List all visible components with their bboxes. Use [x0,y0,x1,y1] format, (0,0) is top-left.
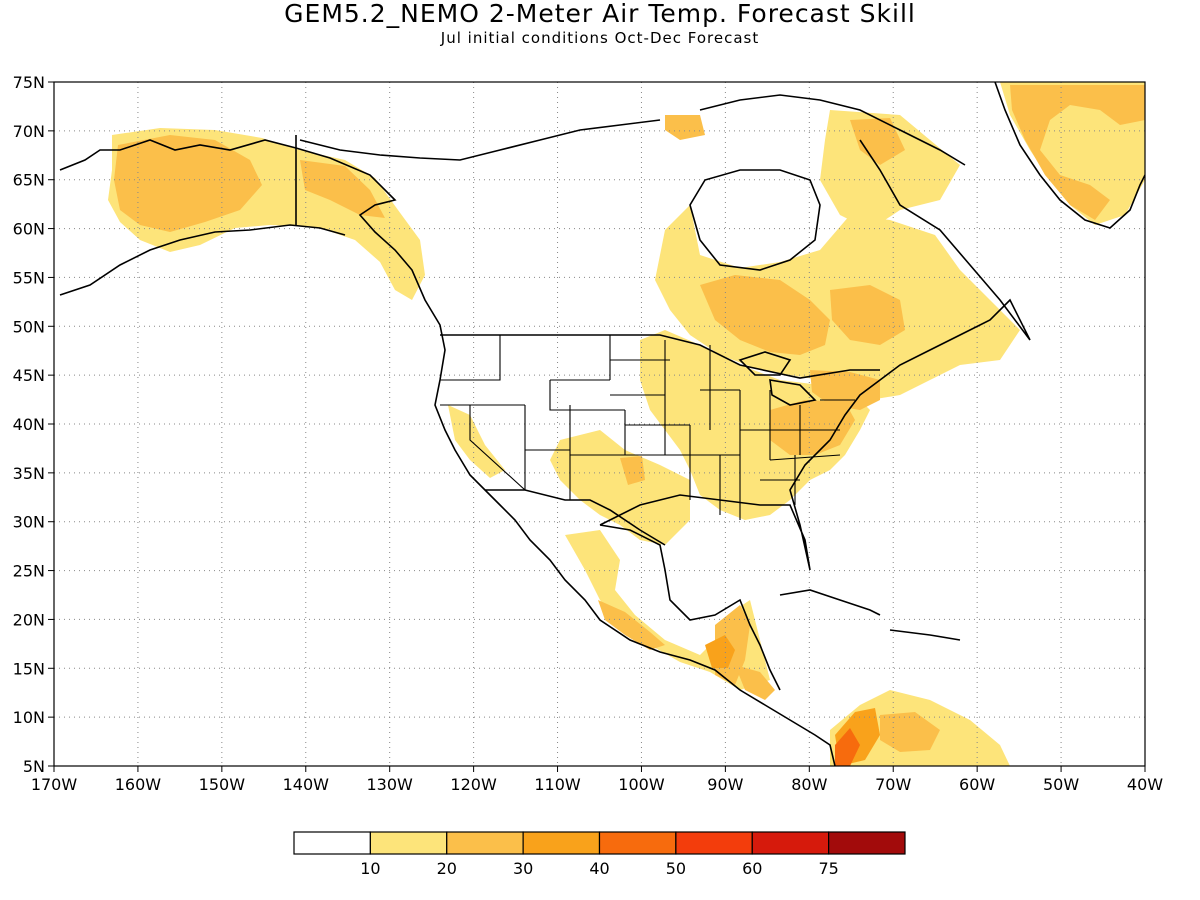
colorbar: 10 20 30 40 50 60 75 [293,831,906,878]
skill-region-nunavik [820,110,960,230]
skill-region-venezuela [880,712,940,752]
y-tick-label: 50N [13,317,45,336]
colorbar-swatch [293,831,371,855]
skill-region-southwest [550,430,690,545]
skill-region-quebec-east [830,285,905,345]
y-tick-label: 15N [13,659,45,678]
skill-region-yukon [300,160,385,218]
y-tick-label: 75N [13,73,45,92]
y-tick-label: 45N [13,366,45,385]
y-tick-label: 20N [13,610,45,629]
colorbar-label: 75 [818,859,838,878]
map-grid [54,82,1145,766]
state-borders [440,335,855,520]
colorbar-swatch [675,831,753,855]
y-axis: 5N 10N 15N 20N 25N 30N 35N 40N 45N 50N 55N 60N 65N 70… [13,73,54,776]
coastline-greenland [994,82,1145,229]
coastline-pacific [59,139,836,766]
coastline-great-lakes [738,351,817,406]
skill-region-eastern-us [640,330,870,520]
colorbar-swatch [446,831,524,855]
skill-region-colombia-core [835,728,860,766]
coastline-alaska-south [59,224,346,296]
coastline-layer [59,82,1145,766]
skill-region-new-mexico [620,456,645,485]
border-us-canada [440,334,880,379]
state-lines-east [739,390,855,505]
y-tick-label: 25N [13,562,45,581]
coastline-hudson-bay [689,169,821,271]
x-tick-label: 130W [367,775,414,794]
x-axis: 170W 160W 150W 140W 130W 120W 110W 100W 90W 80W 70… [31,766,1163,794]
skill-region-california [448,405,505,478]
x-tick-label: 90W [707,775,743,794]
y-tick-label: 40N [13,415,45,434]
y-tick-label: 10N [13,708,45,727]
skill-region-guatemala [705,635,735,668]
skill-region-appalachia [770,400,855,455]
colorbar-swatch [369,831,448,855]
coastline-arctic [299,94,966,166]
x-tick-label: 110W [534,775,581,794]
x-tick-label: 160W [115,775,162,794]
skill-region-mexico-coast [598,600,665,650]
colorbar-label: 30 [513,859,533,878]
colorbar-label: 20 [437,859,457,878]
skill-region-central-america [735,665,775,700]
chart-subtitle: Jul initial conditions Oct-Dec Forecast [440,29,760,47]
colorbar-swatch [751,831,830,855]
y-tick-label: 60N [13,220,45,239]
state-lines-central [610,340,741,520]
colorbar-label: 10 [360,859,380,878]
y-tick-label: 5N [23,757,45,776]
coastline-atlantic [599,139,1031,691]
y-tick-label: 35N [13,464,45,483]
colorbar-label: 60 [742,859,762,878]
colorbar-label: 40 [589,859,609,878]
skill-region-ontario-quebec [700,275,830,355]
colorbar-swatch [522,831,601,855]
x-tick-label: 70W [875,775,911,794]
x-tick-label: 170W [31,775,78,794]
skill-region-greenland-core [1010,85,1145,220]
colorbar-swatch [598,831,677,855]
skill-region-alaska-core [114,135,262,232]
x-tick-label: 60W [959,775,995,794]
x-tick-label: 100W [618,775,665,794]
y-tick-label: 70N [13,122,45,141]
skill-shading-layer [108,82,1145,766]
x-tick-label: 50W [1043,775,1079,794]
coastline-caribbean [779,589,961,641]
x-tick-label: 80W [791,775,827,794]
x-tick-label: 120W [450,775,497,794]
state-lines-west [440,335,690,500]
x-tick-label: 150W [199,775,246,794]
x-tick-label: 40W [1127,775,1163,794]
colorbar-label: 50 [666,859,686,878]
skill-region-baffin [850,118,905,165]
y-tick-label: 30N [13,513,45,532]
y-tick-label: 55N [13,268,45,287]
skill-region-arctic-patch [665,115,705,140]
y-tick-label: 65N [13,171,45,190]
chart-title: GEM5.2_NEMO 2-Meter Air Temp. Forecast S… [284,0,916,28]
x-tick-label: 140W [283,775,330,794]
colorbar-swatch [828,831,906,855]
